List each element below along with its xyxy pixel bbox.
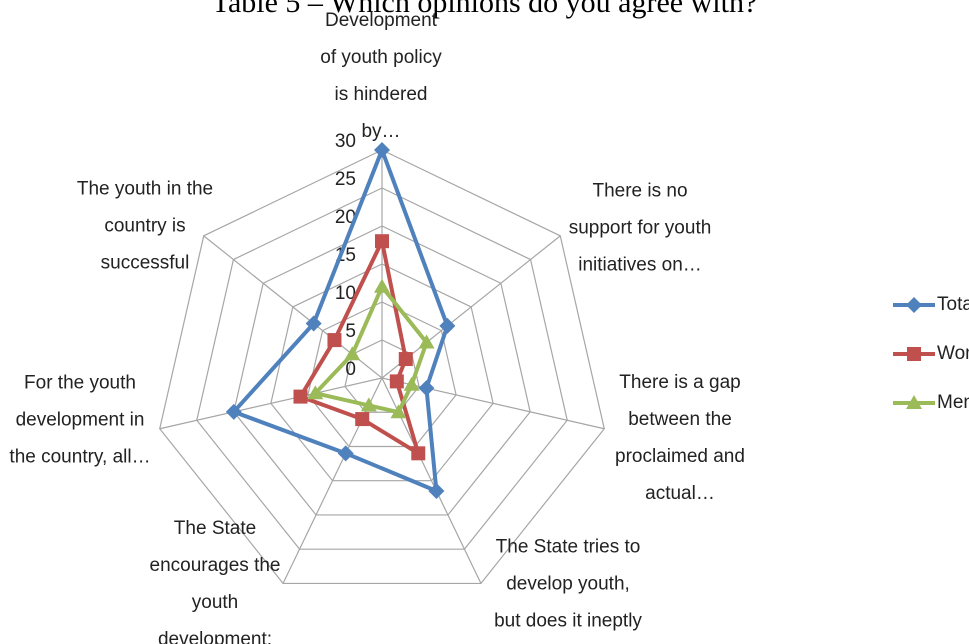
grid-ring xyxy=(270,263,494,482)
grid-ring xyxy=(196,187,568,550)
data-point xyxy=(293,389,308,404)
tick-label: 5 xyxy=(345,321,356,342)
grid-ring xyxy=(159,149,605,585)
data-point xyxy=(389,374,404,389)
category-label: Development of youth policy is hindered … xyxy=(320,10,442,142)
data-point xyxy=(305,315,322,332)
spoke xyxy=(159,377,383,430)
data-point xyxy=(225,403,242,420)
grid-ring xyxy=(233,225,531,516)
tick-label: 20 xyxy=(335,207,356,228)
data-point xyxy=(418,380,435,397)
data-point xyxy=(344,346,361,361)
legend-marker xyxy=(907,347,921,361)
legend-marker xyxy=(906,297,922,313)
data-point xyxy=(439,317,456,334)
data-point xyxy=(403,376,420,391)
data-point xyxy=(327,333,342,348)
tick-label: 10 xyxy=(335,283,356,304)
data-point xyxy=(375,234,389,249)
data-point xyxy=(355,412,370,427)
legend-label: Women xyxy=(937,343,969,364)
category-label: The State encourages the youth developme… xyxy=(149,518,281,644)
series-line xyxy=(313,284,429,415)
data-point xyxy=(307,385,324,400)
tick-label: 25 xyxy=(335,169,356,190)
data-point xyxy=(411,446,426,461)
spoke xyxy=(381,377,605,430)
data-point xyxy=(360,397,377,412)
chart-title: Table 5 – Which opinions do you agree wi… xyxy=(211,0,758,19)
data-point xyxy=(337,445,354,462)
data-point xyxy=(374,142,390,158)
data-point xyxy=(390,404,407,419)
category-label: There is no support for youth initiative… xyxy=(568,180,712,276)
legend-label: Total xyxy=(937,294,969,315)
category-label: The youth in the country is successful xyxy=(76,178,214,274)
category-label: There is a gap between the proclaimed an… xyxy=(615,372,745,504)
data-point xyxy=(428,482,445,499)
legend-marker xyxy=(906,395,922,409)
tick-label: 0 xyxy=(345,359,356,380)
category-label: For the youth development in the country… xyxy=(9,372,151,468)
series-line xyxy=(231,148,450,493)
legend-label: Men xyxy=(937,392,969,413)
category-label: The State tries to develop youth, but do… xyxy=(494,536,642,632)
tick-label: 30 xyxy=(335,131,356,152)
data-point xyxy=(398,352,413,367)
data-point xyxy=(374,278,390,293)
data-point xyxy=(418,334,435,349)
